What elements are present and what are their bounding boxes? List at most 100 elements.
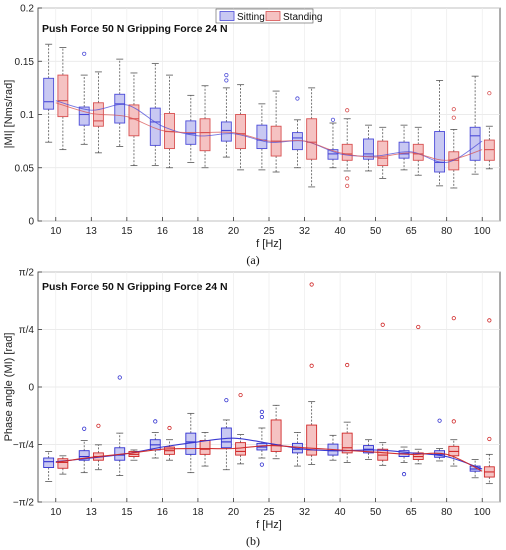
outlier-point (451, 419, 456, 424)
outlier-point (259, 462, 264, 467)
standing-box-80hz (448, 316, 460, 467)
legend-sitting-swatch (219, 11, 235, 21)
box-iqr (270, 419, 282, 452)
outlier-point (224, 78, 229, 83)
x-tick-label: 13 (86, 226, 98, 237)
sitting-box-50hz (363, 439, 374, 460)
box-iqr (149, 107, 161, 146)
ticks-b: π/2 π/4 0 −π/4 −π/2 10 13 15 16 18 20 25 32 40 50 65 80 1… (13, 268, 491, 519)
x-tick-label: 15 (121, 507, 133, 518)
box-iqr (199, 118, 211, 152)
sitting-box-100hz (469, 75, 481, 175)
outlier-point (437, 418, 442, 423)
outlier-point (153, 419, 158, 424)
legend-sitting-label: Sitting (237, 12, 265, 23)
y-tick-label: 0.05 (15, 163, 35, 174)
box-iqr (114, 93, 126, 124)
x-tick-label: 100 (474, 507, 491, 518)
outlier-point (451, 115, 456, 120)
box-iqr (256, 124, 268, 150)
outlier-point (345, 183, 350, 188)
x-tick-label: 15 (121, 226, 133, 237)
outlier-point (117, 375, 122, 380)
outlier-point (167, 425, 172, 431)
standing-box-50hz (377, 126, 389, 179)
outlier-point (451, 316, 456, 321)
outlier-point (401, 472, 407, 477)
y-tick-label: π/4 (19, 325, 35, 336)
x-tick-label: 10 (50, 507, 62, 518)
sitting-box-10hz (43, 451, 55, 482)
box-iqr (57, 74, 69, 118)
x-tick-label: 25 (263, 507, 275, 518)
outlier-point (380, 322, 385, 327)
box-iqr (57, 458, 69, 469)
x-tick-label: 18 (192, 226, 204, 237)
box-iqr (128, 104, 140, 137)
sitting-box-50hz (363, 124, 374, 172)
outlier-point (487, 91, 492, 96)
x-tick-label: 32 (299, 507, 311, 518)
sitting-trend-line (55, 100, 483, 163)
box-iqr (377, 140, 389, 167)
outlier-point (487, 436, 492, 442)
trend-lines-a (55, 100, 483, 163)
x-tick-label: 50 (370, 226, 382, 237)
box-iqr (78, 450, 90, 461)
chart-b-ylabel: Phase angle (MI) [rad] (3, 333, 15, 442)
outlier-point (82, 51, 87, 56)
x-tick-label: 18 (192, 507, 204, 518)
y-tick-label: −π/2 (13, 498, 35, 509)
legend: Sitting Standing (215, 8, 322, 24)
standing-box-100hz (483, 91, 495, 170)
y-tick-label: 0.2 (20, 4, 34, 15)
box-iqr (199, 439, 211, 455)
ticks-a: 0.2 0.15 0.1 0.05 0 10 13 15 16 18 20 25 32 40 50 65 80 1… (15, 4, 491, 238)
box-iqr (363, 138, 374, 160)
x-tick-label: 80 (441, 226, 453, 237)
box-iqr (434, 131, 446, 173)
x-tick-label: 20 (228, 507, 240, 518)
sitting-box-40hz (327, 117, 339, 169)
standing-box-15hz (128, 72, 140, 167)
x-tick-label: 25 (263, 226, 275, 237)
grid-a (38, 7, 500, 222)
outlier-point (416, 324, 421, 330)
x-tick-label: 80 (441, 507, 453, 518)
x-tick-label: 50 (370, 507, 382, 518)
standing-trend-line (55, 445, 483, 472)
box-iqr (220, 121, 232, 142)
chart-b-xlabel: f [Hz] (256, 519, 282, 531)
box-iqr (341, 432, 353, 454)
x-tick-label: 16 (157, 226, 169, 237)
trend-lines-b (55, 437, 483, 472)
outlier-point (96, 423, 101, 428)
x-tick-label: 100 (474, 226, 491, 237)
standing-box-25hz (270, 404, 282, 460)
outlier-point (345, 108, 350, 113)
box-iqr (306, 424, 318, 456)
standing-box-15hz (128, 449, 140, 461)
chart-a-ylabel: |MI| [Nms/rad] (3, 80, 15, 149)
outlier-point (487, 318, 492, 323)
caption-b: (b) (246, 534, 260, 548)
box-iqr (43, 457, 55, 468)
standing-box-16hz (164, 425, 175, 461)
outlier-point (309, 363, 314, 368)
sitting-box-10hz (43, 43, 55, 143)
standing-box-100hz (483, 318, 495, 485)
panel-b-phase-chart: π/2 π/4 0 −π/4 −π/2 10 13 15 16 18 20 25 32 40 50 65 80 1… (3, 268, 501, 548)
standing-box-40hz (341, 362, 353, 463)
panel-a-magnitude-chart: 0.2 0.15 0.1 0.05 0 10 13 15 16 18 20 25 32 40 50 65 80 1… (3, 4, 501, 267)
x-tick-label: 13 (86, 507, 98, 518)
standing-box-10hz (57, 47, 69, 151)
standing-box-32hz (306, 282, 318, 466)
outlier-point (224, 398, 229, 403)
legend-standing-swatch (265, 11, 281, 21)
box-iqr (235, 114, 246, 150)
standing-box-65hz (412, 324, 424, 465)
x-tick-label: 65 (406, 507, 418, 518)
sitting-box-25hz (256, 103, 268, 171)
y-tick-label: −π/4 (13, 440, 35, 451)
